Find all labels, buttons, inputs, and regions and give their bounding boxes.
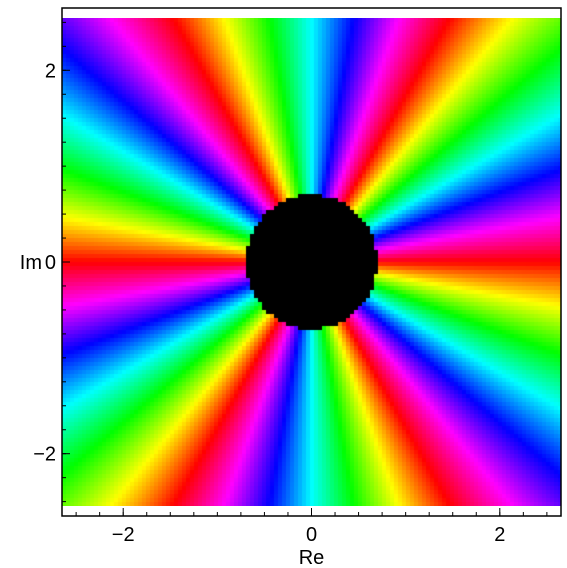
heatmap-raster [62, 18, 561, 506]
heatmap-image [62, 18, 561, 506]
x-tick-label: −2 [112, 524, 135, 546]
x-axis-label: Re [299, 547, 325, 568]
axis-ticks [62, 21, 548, 516]
y-axis-label: Im [20, 252, 42, 274]
y-tick-label: 2 [45, 60, 56, 82]
x-tick-label: 0 [306, 524, 317, 546]
x-tick-label: 2 [494, 524, 505, 546]
y-tick-label: 0 [45, 252, 56, 274]
tick-labels: −2 0 2 2 0 −2 [33, 60, 505, 546]
y-tick-label: −2 [33, 444, 56, 466]
